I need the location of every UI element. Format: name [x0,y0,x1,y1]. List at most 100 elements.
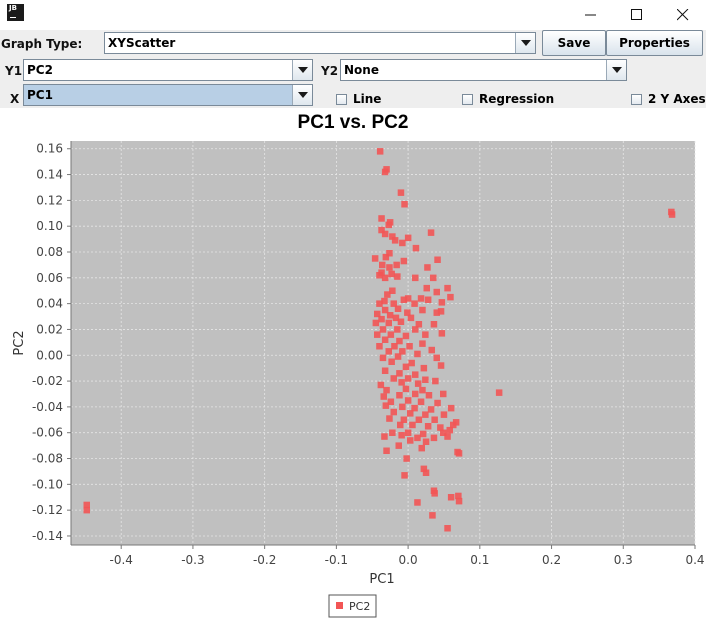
properties-button[interactable]: Properties [606,30,703,56]
data-point [381,297,388,305]
data-point [400,257,408,265]
y2-select[interactable]: None [340,59,627,81]
data-point [419,340,426,347]
checkbox-box[interactable] [631,93,642,105]
data-point [406,343,413,350]
data-point [433,309,440,316]
graph-controls-panel: Graph Type: XYScatter Save Properties Y1… [0,30,706,108]
data-point [381,274,389,282]
y-tick-label: 0.00 [36,348,63,362]
data-point [397,421,404,429]
data-point [389,429,396,436]
data-point [440,429,447,436]
data-point [412,244,420,252]
data-point [422,331,429,338]
data-point [407,410,414,417]
app-logo-icon: JB [7,4,24,21]
x-select[interactable]: PC1 [23,84,313,106]
graph-type-label: Graph Type: [1,37,83,51]
data-point [400,416,408,423]
data-point [388,358,395,365]
data-point [391,343,398,350]
save-button[interactable]: Save [542,30,606,56]
data-point [447,404,455,412]
data-point [401,201,408,208]
data-point [374,310,381,318]
x-tick-label: 0.4 [685,553,704,567]
data-point [388,270,395,278]
data-point [398,379,405,386]
data-point [414,434,421,442]
y-tick-label: 0.10 [36,219,63,233]
data-point [396,370,403,377]
data-point [383,447,390,454]
line-checkbox-label: Line [353,92,382,106]
data-point [424,264,431,271]
legend: PC2 [328,594,377,618]
x-tick-label: -0.4 [109,553,132,567]
data-point [379,261,386,269]
checkbox-box[interactable] [462,93,473,105]
data-point [414,380,422,387]
chevron-down-icon[interactable] [515,33,535,53]
data-point [381,306,389,314]
data-point [376,343,383,350]
data-point [380,393,387,400]
data-point [399,403,406,411]
data-point [390,408,397,416]
data-point [427,229,435,236]
data-point [418,444,425,452]
data-point [412,274,419,282]
minimize-button[interactable] [568,0,614,30]
data-point [412,390,419,398]
y-tick-label: 0.16 [36,142,63,156]
y2-label: Y2 [321,64,339,78]
y1-label: Y1 [5,64,23,78]
data-point [412,326,419,333]
data-point [419,430,427,438]
data-point [381,168,389,176]
regression-checkbox[interactable]: Regression [462,92,554,106]
data-point [404,397,412,404]
data-point [455,492,462,500]
data-point [425,392,433,399]
y-axis-label: PC2 [12,330,27,355]
data-point [419,386,426,394]
data-point [394,326,401,333]
y1-select[interactable]: PC2 [23,59,313,81]
two-y-axes-checkbox-label: 2 Y Axes [648,92,706,106]
x-tick-label: 0.2 [542,553,561,567]
data-point [394,273,401,280]
data-point [381,367,389,374]
data-point [404,429,412,436]
chevron-down-icon[interactable] [292,85,312,105]
data-point [438,330,446,337]
data-point [433,354,440,362]
chart-panel: PC1 vs. PC2 -0.4 -0.3 -0.2 -0.1 0.0 0.1 0.2 0.3… [0,108,706,618]
data-point [420,364,428,372]
data-point [422,376,429,383]
data-point [430,434,438,442]
data-point [407,314,415,322]
data-point [437,308,445,315]
data-point [386,264,393,271]
y-tick-label: 0.14 [36,168,63,182]
data-point [444,284,451,292]
graph-type-select[interactable]: XYScatter [104,32,536,54]
chevron-down-icon[interactable] [606,60,626,80]
data-point [412,371,419,378]
data-point [408,359,415,367]
checkbox-box[interactable] [336,93,347,105]
data-point [455,450,463,457]
data-point [422,438,430,445]
close-button[interactable] [660,0,706,30]
data-point [376,272,383,279]
maximize-button[interactable] [614,0,660,30]
data-point [450,421,457,429]
scatter-chart: PC1 vs. PC2 -0.4 -0.3 -0.2 -0.1 0.0 0.1 0.2 0.3… [12,112,705,618]
chevron-down-icon[interactable] [292,60,312,80]
window-titlebar: JB [0,0,706,30]
two-y-axes-checkbox[interactable]: 2 Y Axes [631,92,706,106]
line-checkbox[interactable]: Line [336,92,381,106]
y-tick-label: 0.08 [36,245,63,259]
